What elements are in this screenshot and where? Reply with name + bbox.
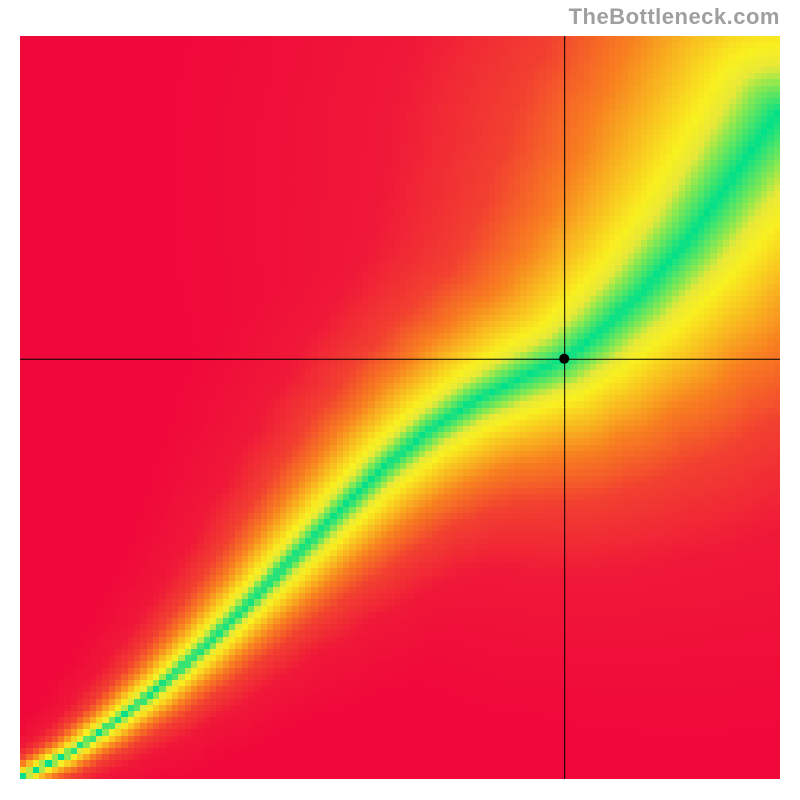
bottleneck-heatmap: [20, 36, 780, 779]
watermark: TheBottleneck.com: [569, 4, 780, 30]
